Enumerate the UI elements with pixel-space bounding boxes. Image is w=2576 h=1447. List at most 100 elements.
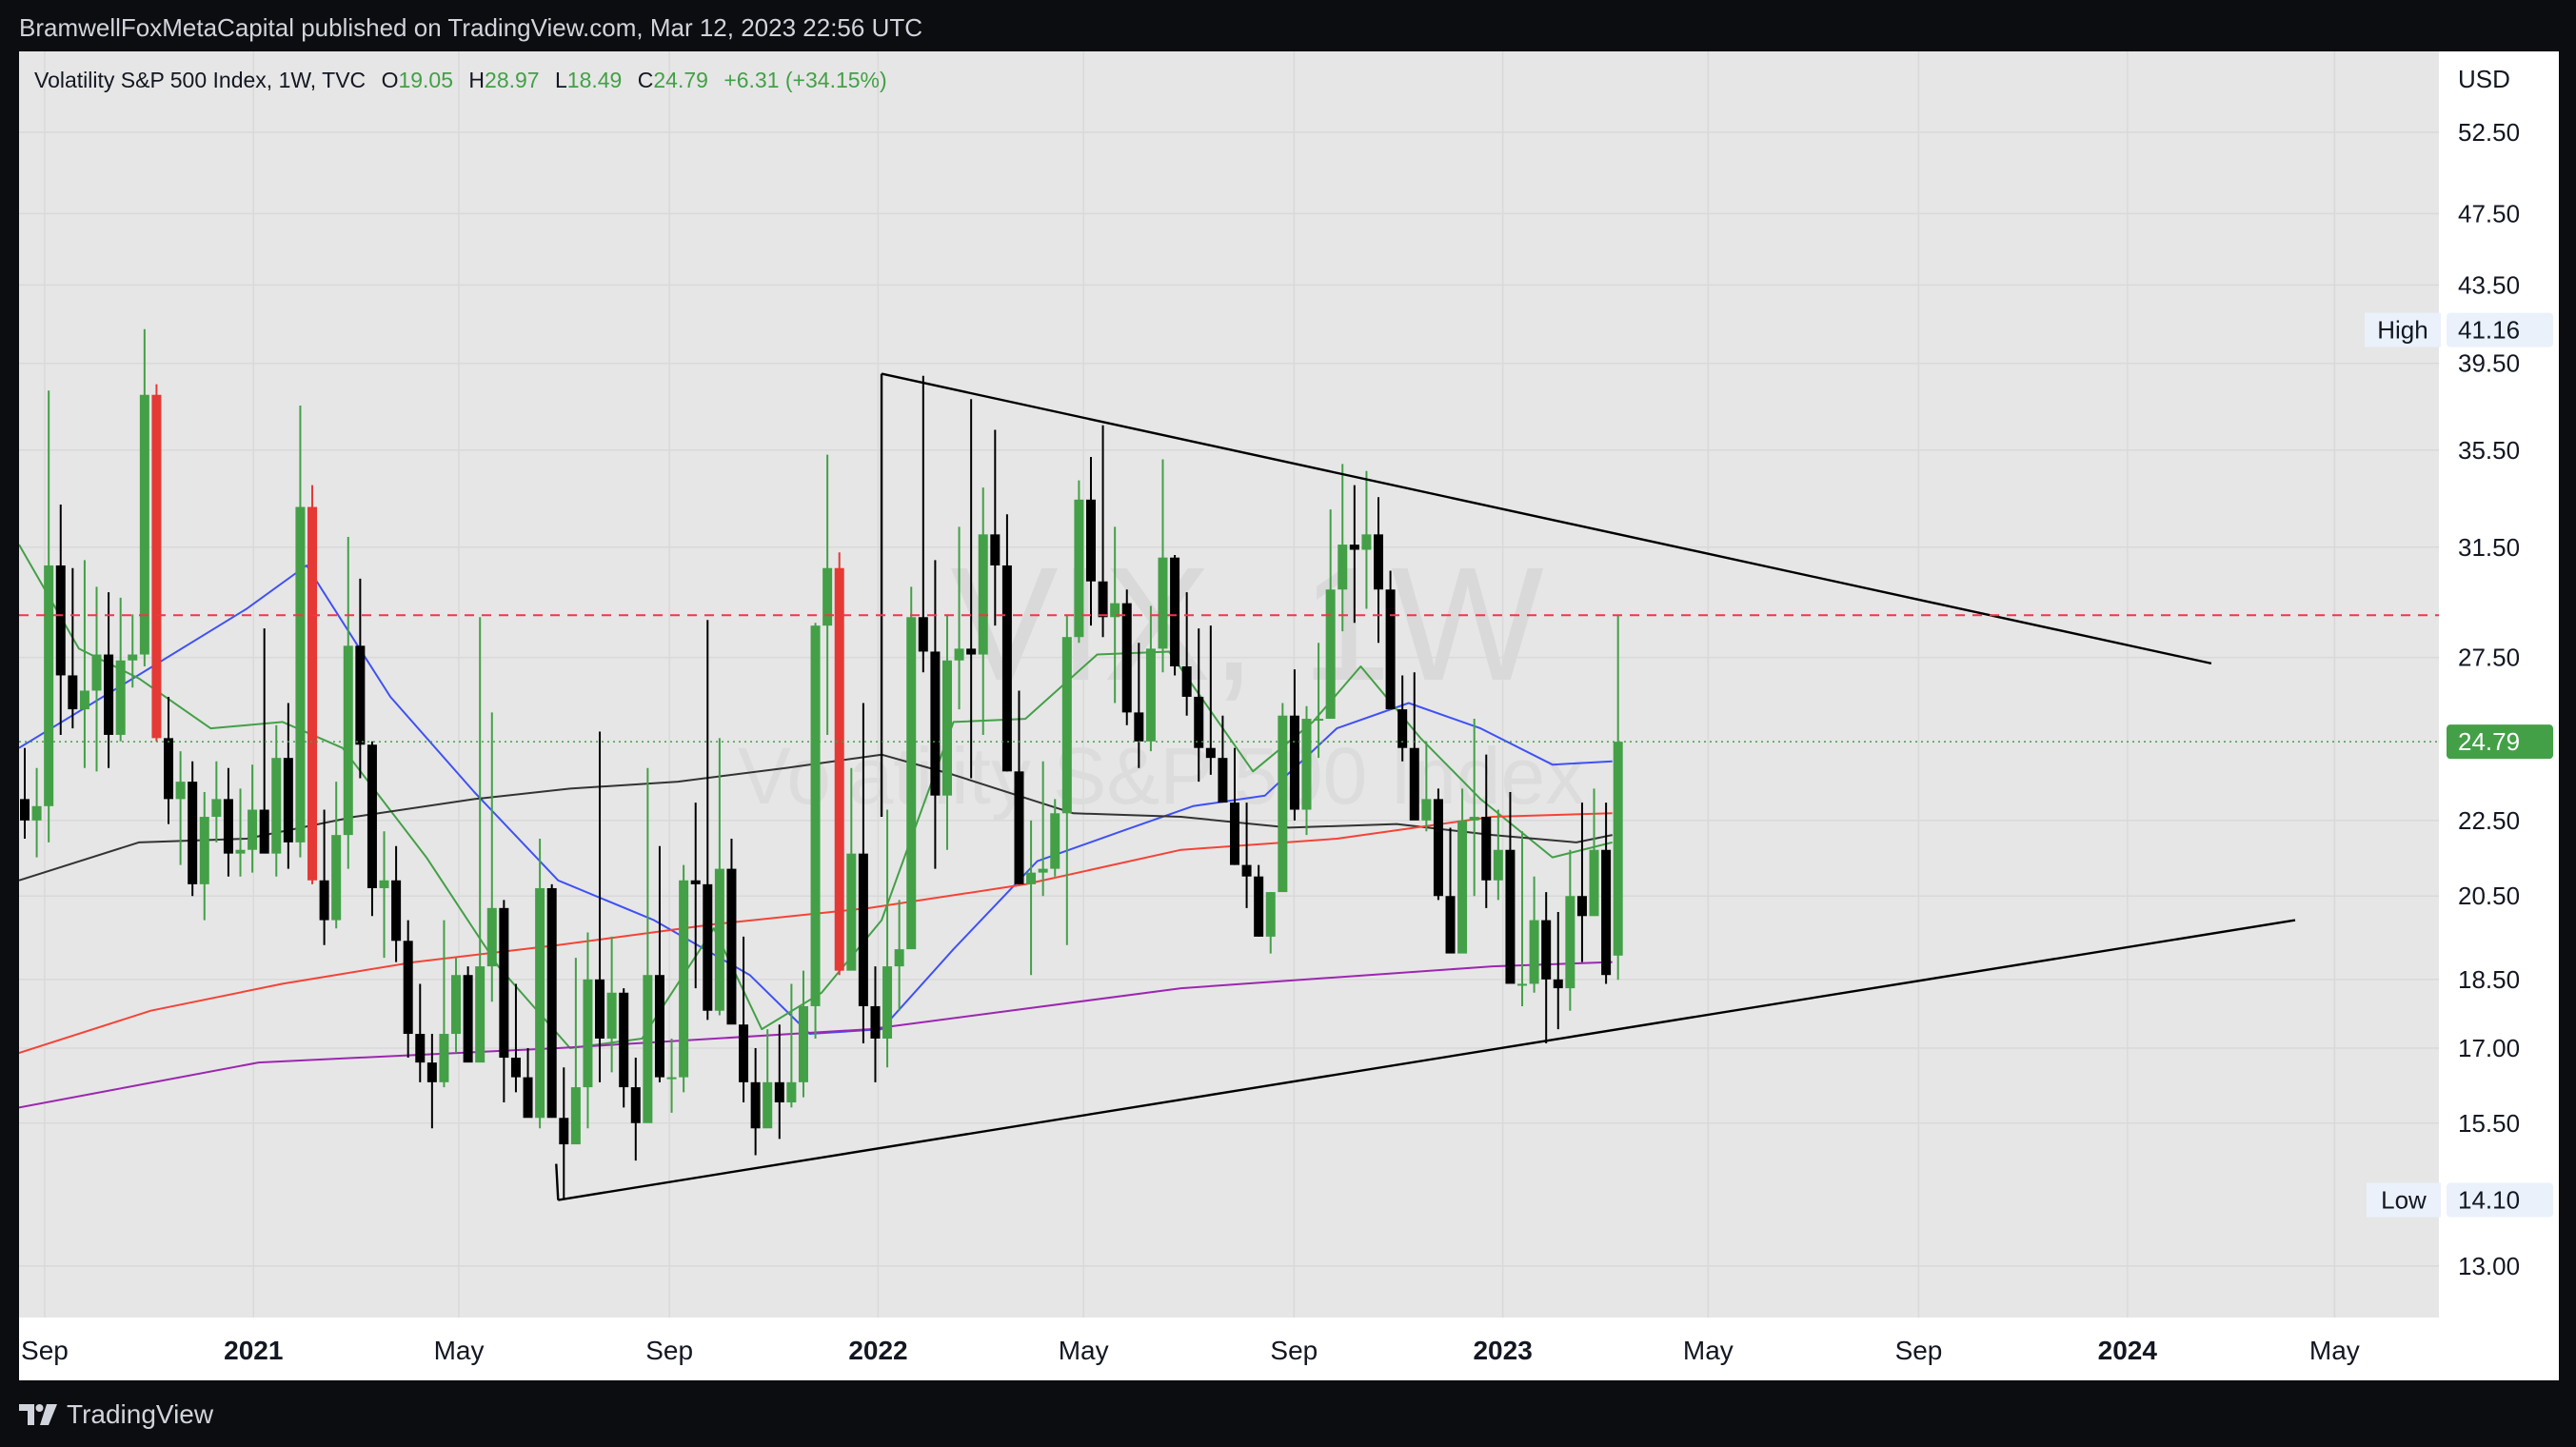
candle [1110,526,1120,704]
candle-body [1445,896,1456,954]
candle-body [1517,983,1528,986]
price-tick-label: 27.50 [2458,644,2520,672]
candle-body [426,1062,437,1082]
publish-header: BramwellFoxMetaCapital published on Trad… [19,13,922,42]
candle-body [1553,979,1563,989]
candle-body [1349,545,1359,550]
candle-body [763,1081,773,1129]
candle-body [391,880,402,942]
candle-body [1098,581,1108,618]
chart-panel[interactable]: VIX, 1W Volatility S&P 500 Index 52.50 47… [19,51,2559,1380]
candle [1241,803,1252,908]
candle [1301,705,1312,836]
candle-body [1170,557,1180,666]
candle [894,900,904,1011]
price-tick-label: 52.50 [2458,118,2520,147]
high-tag-label: High [2377,316,2427,345]
candle-body [379,880,389,888]
candle [941,614,952,850]
candle-body [1205,747,1216,759]
price-tick-label: 17.00 [2458,1034,2520,1062]
candle-body [475,966,485,1063]
candle-body [104,654,114,735]
high-tag-bg [2365,312,2441,347]
time-axis-area[interactable] [19,1318,2439,1380]
candle-body [535,887,545,1119]
candle [930,560,941,869]
candle-body [1145,648,1156,742]
candle [1541,892,1552,1043]
candle [810,623,821,1039]
candle [918,375,928,673]
candle-body [546,887,557,1119]
candle [1433,788,1443,901]
candle-body [703,883,713,1011]
tradingview-logo-icon [19,1404,57,1425]
candle-body [1529,920,1539,984]
candle-body [978,534,988,655]
candle-body [1397,709,1408,748]
candle-body [164,738,174,800]
candle-body [79,690,89,710]
candle-body [1241,864,1252,877]
candle [570,958,581,1145]
candle [906,586,917,950]
candle [367,741,377,917]
candle [31,767,42,858]
svg-text:Volatility S&P 500 Index, 1W,: Volatility S&P 500 Index, 1W, TVC O19.05… [34,68,887,92]
candle [139,328,149,666]
plot-area[interactable] [19,51,2439,1318]
candle-body [307,506,318,881]
candle-body [1314,719,1324,722]
candle-body [798,1005,808,1082]
candle-body [295,506,306,842]
candle-body [1301,719,1312,810]
candle-body [523,1077,533,1119]
candle-body [774,1081,784,1103]
time-tick-label: May [2309,1336,2360,1365]
tradingview-logo[interactable]: TradingView [19,1396,213,1434]
candle [1325,509,1336,720]
candle-body [679,880,689,1078]
candle [379,831,389,959]
candle [726,839,737,1025]
chart-svg[interactable]: VIX, 1W Volatility S&P 500 Index 52.50 47… [19,51,2559,1380]
candle [1254,864,1264,937]
moving-average-line [19,961,1613,1109]
candle [690,803,701,989]
candle [235,788,246,877]
candle [1050,799,1060,877]
candle [451,958,462,1053]
candle [199,792,209,921]
candle-body [44,565,54,806]
candle [44,390,54,842]
candle-body [906,617,917,950]
candle-body [1505,849,1516,984]
candle-body [271,758,282,854]
candle-body [1001,565,1012,772]
price-tick-label: 35.50 [2458,436,2520,465]
candle-body [1433,799,1443,897]
candle [55,504,66,735]
candle-body [666,1077,677,1080]
candle [666,1038,677,1113]
grid-lines [19,51,2439,1318]
candle-body [1338,545,1348,590]
candle [1061,614,1072,945]
moving-average-line [19,565,1613,1035]
candle-body [55,565,66,676]
candle [91,586,102,772]
candle-body [1289,715,1299,810]
time-tick-label: 2022 [848,1336,907,1365]
candle-body [941,660,952,796]
legend-high-value: 28.97 [485,68,540,92]
candle-body [139,394,149,655]
candle-body [834,567,844,971]
candle [331,782,342,929]
price-axis-area[interactable] [2439,51,2559,1380]
legend-open-label: O [382,68,399,92]
candle-body [1134,712,1144,742]
candle [1026,820,1037,976]
candle-body [211,799,222,818]
candle-body [1230,803,1239,865]
